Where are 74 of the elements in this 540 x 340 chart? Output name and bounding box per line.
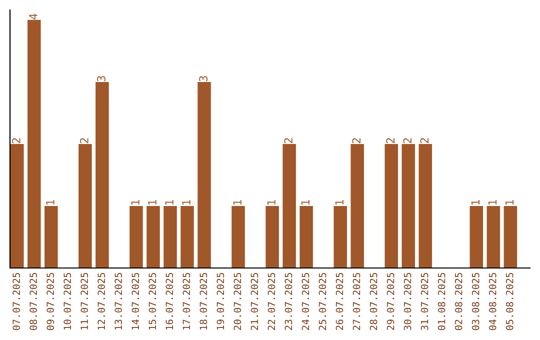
data-label: 2 (352, 138, 360, 144)
x-tick-label: 11.07.2025 (80, 272, 88, 330)
data-label: 2 (420, 138, 428, 144)
x-tick-label: 28.07.2025 (370, 272, 378, 330)
bar (334, 206, 347, 268)
x-tick-label: 07.07.2025 (12, 272, 20, 330)
data-label: 3 (199, 76, 208, 82)
bar (300, 206, 313, 268)
x-tick-label: 09.07.2025 (46, 272, 54, 330)
x-tick-label: 15.07.2025 (148, 272, 156, 330)
data-label: 1 (233, 200, 242, 205)
bar (10, 144, 24, 268)
x-tick-label: 02.08.2025 (454, 272, 462, 330)
bar (504, 206, 518, 268)
data-label: 3 (97, 76, 106, 82)
x-tick-label: 23.07.2025 (284, 272, 292, 330)
x-tick-label: 12.07.2025 (98, 272, 106, 330)
data-label: 2 (12, 138, 20, 144)
x-tick-label: 24.07.2025 (302, 272, 310, 330)
bar (470, 206, 484, 268)
x-tick-label: 25.07.2025 (318, 272, 326, 330)
data-label: 1 (165, 200, 174, 205)
bar (418, 144, 432, 268)
x-tick-label: 01.08.2025 (438, 272, 446, 330)
data-label: 1 (471, 200, 480, 205)
bar (180, 206, 194, 268)
x-tick-label: 13.07.2025 (114, 272, 122, 330)
data-label: 1 (301, 200, 310, 205)
data-label: 1 (182, 200, 190, 205)
bar (384, 144, 398, 268)
data-label: 1 (267, 200, 276, 205)
x-tick-label: 27.07.2025 (352, 272, 360, 330)
x-tick-label: 30.07.2025 (404, 272, 412, 330)
data-label: 2 (386, 138, 394, 144)
bar (350, 144, 364, 268)
x-tick-label: 05.08.2025 (506, 272, 514, 330)
bar (96, 82, 109, 268)
bar (78, 144, 92, 268)
x-tick-label: 19.07.2025 (216, 272, 224, 330)
x-tick-label: 10.07.2025 (64, 272, 72, 330)
data-label: 4 (29, 14, 38, 20)
bar (486, 206, 500, 268)
x-tick-label: 21.07.2025 (250, 272, 258, 330)
x-tick-label: 20.07.2025 (234, 272, 242, 330)
x-tick-label: 17.07.2025 (182, 272, 190, 330)
data-label: 2 (80, 138, 88, 144)
bar (402, 144, 416, 268)
data-label: 1 (488, 200, 497, 205)
data-label: 2 (403, 138, 412, 144)
bar (282, 144, 296, 268)
data-label: 1 (131, 200, 140, 205)
bar (130, 206, 143, 268)
bar (44, 206, 58, 268)
x-tick-label: 29.07.2025 (386, 272, 394, 330)
data-label: 1 (335, 200, 344, 205)
x-tick-label: 18.07.2025 (200, 272, 208, 330)
x-tick-label: 31.07.2025 (420, 272, 428, 330)
x-tick-label: 04.08.2025 (488, 272, 496, 330)
bar (28, 20, 41, 268)
data-label: 1 (505, 200, 514, 205)
bar (266, 206, 279, 268)
bar (232, 206, 245, 268)
data-label: 1 (148, 200, 156, 205)
bar (164, 206, 177, 268)
x-tick-label: 22.07.2025 (268, 272, 276, 330)
x-tick-label: 26.07.2025 (336, 272, 344, 330)
x-tick-label: 16.07.2025 (166, 272, 174, 330)
x-tick-label: 03.08.2025 (472, 272, 480, 330)
bar (198, 82, 211, 268)
x-tick-label: 14.07.2025 (132, 272, 140, 330)
bar (146, 206, 160, 268)
x-tick-label: 08.07.2025 (30, 272, 37, 330)
data-label: 1 (46, 200, 54, 205)
data-label: 2 (284, 138, 292, 144)
